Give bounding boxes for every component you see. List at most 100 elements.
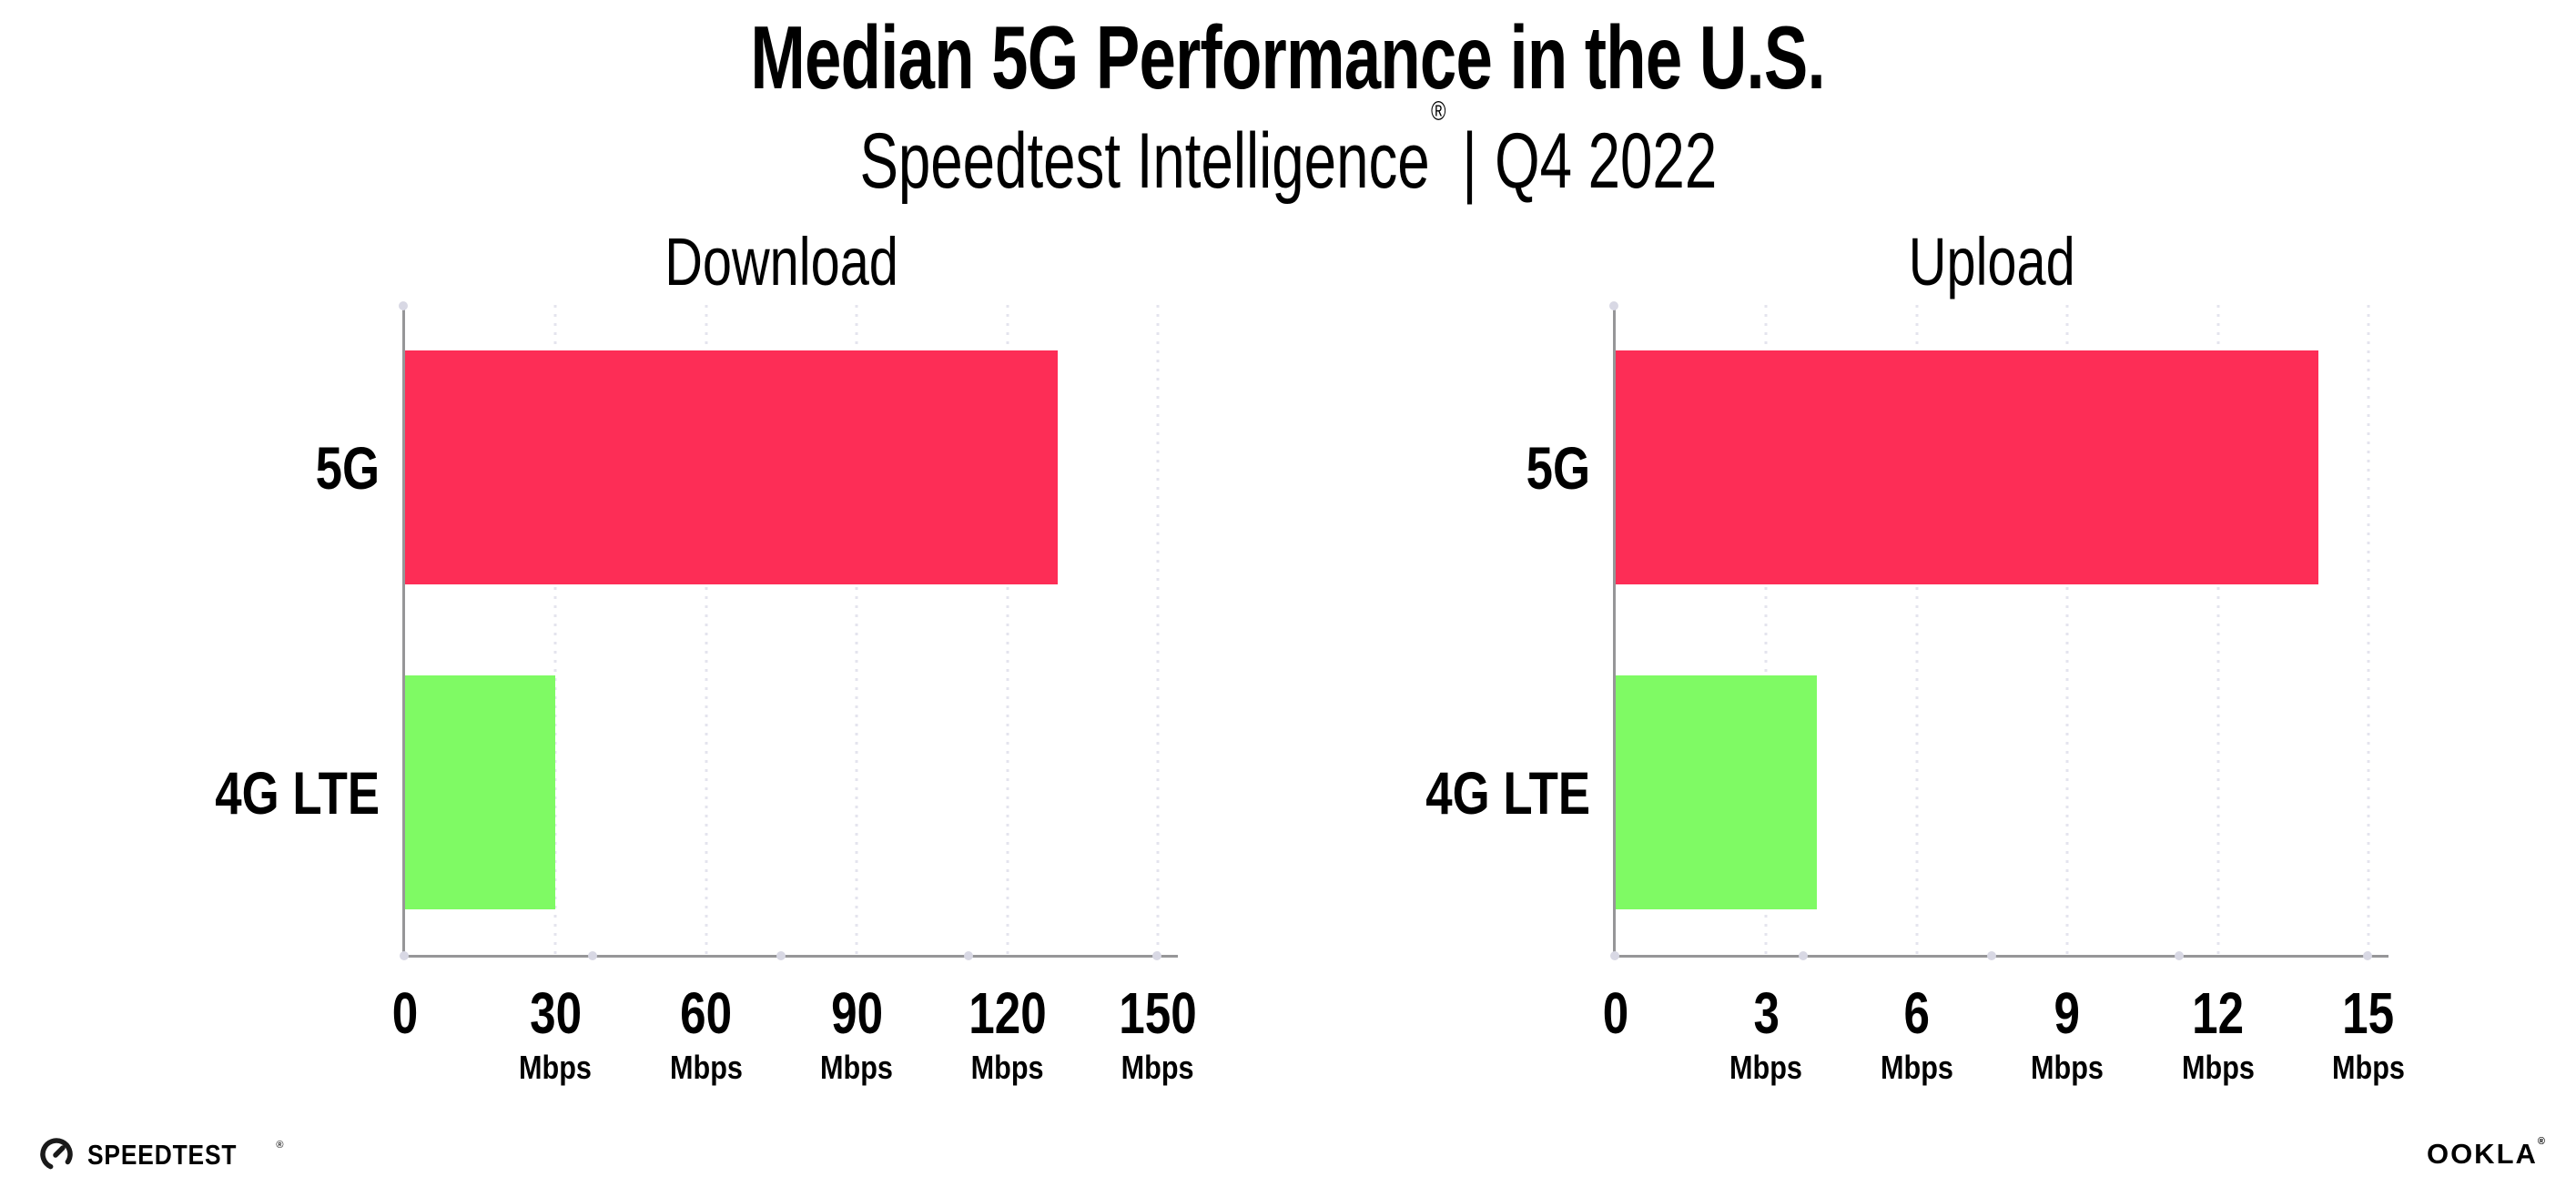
x-tick-value-text: 0 [1602,980,1629,1046]
x-tick-value-text: 6 [1903,980,1931,1046]
gridline-150-download [1156,305,1160,955]
speedtest-registered-icon: ® [276,1140,284,1151]
y-axis-top-dot [1609,301,1618,310]
x-tick-value: 12 [2175,984,2261,1042]
axis-tick-dot [400,951,409,960]
x-tick-unit-text: Mbps [1729,1049,1803,1086]
x-tick-15-upload: 15 Mbps [2326,984,2411,1084]
x-tick-value: 60 [664,984,749,1042]
gridline-90-download [855,305,858,955]
gridline-30-download [553,305,557,955]
x-tick-6-upload: 6 Mbps [1874,984,1960,1084]
x-tick-3-upload: 3 Mbps [1723,984,1809,1084]
bar-4g-lte-upload [1616,675,1817,910]
category-label-text: 4G LTE [1425,758,1590,827]
bar-4g-lte-download [405,675,556,910]
x-tick-30-download: 30 Mbps [512,984,598,1084]
x-tick-value-text: 3 [1753,980,1780,1046]
x-tick-value: 150 [1110,984,1207,1042]
axis-tick-dot [964,951,974,960]
registered-trademark-icon: ® [1430,96,1446,127]
subtitle-text: Speedtest Intelligence®| Q4 2022 [859,98,1717,200]
x-tick-unit-text: Mbps [2181,1049,2255,1086]
category-label-5g-upload: 5G [1510,438,1590,498]
bar-row-5g-download [405,305,1158,630]
x-tick-120-download: 120 Mbps [958,984,1056,1084]
x-tick-unit-text: Mbps [2031,1049,2104,1086]
chart-header: Median 5G Performance in the U.S. Speedt… [0,13,2576,200]
speedtest-logo: SPEEDTEST ® [38,1136,283,1172]
ookla-wordmark: OOKLA [2426,1138,2538,1170]
subtitle: Speedtest Intelligence®| Q4 2022 [0,98,2576,200]
chart-title-download: Download [405,228,1158,296]
x-tick-value: 30 [512,984,598,1042]
x-tick-unit-text: Mbps [669,1049,743,1086]
gridline-6-upload [1915,305,1919,955]
bar-row-4g-lte-upload [1616,630,2368,955]
x-tick-value-text: 150 [1119,980,1197,1046]
x-tick-unit: Mbps [2326,1051,2411,1084]
axis-tick-dot [1986,951,1996,960]
axis-tick-dot [587,951,597,960]
x-tick-value-text: 9 [2054,980,2081,1046]
x-tick-unit-text: Mbps [519,1049,593,1086]
ookla-registered-icon: ® [2537,1135,2547,1147]
axis-tick-dot [2175,951,2185,960]
x-tick-value-text: 15 [2342,980,2395,1046]
download-plot-area: Download 0 30 Mbps 60 Mbps 90 Mbps 120 Mbps 150 Mb… [215,228,1197,1084]
gridline-15-upload [2367,305,2370,955]
axis-tick-dot [776,951,786,960]
x-tick-150-download: 150 Mbps [1110,984,1207,1084]
category-label-text: 5G [315,433,380,502]
x-tick-unit-text: Mbps [1880,1049,1953,1086]
x-tick-unit: Mbps [2175,1051,2261,1084]
category-label-4g-lte-upload: 4G LTE [1384,763,1590,823]
category-label-text: 4G LTE [215,758,380,827]
main-title: Median 5G Performance in the U.S. [0,13,2576,102]
x-tick-unit: Mbps [1723,1051,1809,1084]
gridline-120-download [1006,305,1009,955]
bar-5g-upload [1616,350,2318,585]
x-tick-unit: Mbps [1110,1051,1207,1084]
x-tick-value: 15 [2326,984,2411,1042]
chart-title-upload-text: Upload [1909,224,2075,299]
gridline-60-download [705,305,708,955]
x-tick-value-text: 60 [680,980,733,1046]
bar-5g-download [405,350,1058,585]
x-tick-value: 6 [1874,984,1960,1042]
x-tick-value: 90 [814,984,899,1042]
chart-title-download-text: Download [664,224,898,299]
x-tick-9-upload: 9 Mbps [2024,984,2110,1084]
x-tick-unit: Mbps [958,1051,1056,1084]
x-tick-value-text: 0 [391,980,419,1046]
main-title-text: Median 5G Performance in the U.S. [750,7,1826,107]
ookla-logo: OOKLA® [2426,1136,2547,1170]
x-tick-60-download: 60 Mbps [664,984,749,1084]
gridline-3-upload [1764,305,1768,955]
x-tick-unit: Mbps [814,1051,899,1084]
x-axis-extension-download [1158,955,1178,958]
speedtest-gauge-icon [38,1136,75,1172]
x-tick-90-download: 90 Mbps [814,984,899,1084]
x-tick-value-text: 12 [2192,980,2245,1046]
x-tick-0-download: 0 [389,984,421,1042]
x-tick-value: 120 [958,984,1056,1042]
x-tick-value-text: 90 [830,980,883,1046]
upload-plot-area: Upload 0 3 Mbps 6 Mbps 9 Mbps 12 Mbps 15 Mbps 5G 4G … [1425,228,2405,1084]
x-tick-value: 0 [1599,984,1632,1042]
x-tick-unit-text: Mbps [2332,1049,2405,1086]
x-tick-value-text: 120 [968,980,1047,1046]
x-tick-unit-text: Mbps [1121,1049,1194,1086]
bar-row-4g-lte-download [405,630,1158,955]
speedtest-wordmark: SPEEDTEST [87,1141,263,1169]
x-tick-unit: Mbps [664,1051,749,1084]
subtitle-separator: | [1461,117,1477,205]
x-tick-value: 3 [1723,984,1809,1042]
x-tick-0-upload: 0 [1599,984,1632,1042]
gridline-12-upload [2216,305,2220,955]
x-tick-unit-text: Mbps [970,1049,1044,1086]
x-tick-unit-text: Mbps [820,1049,894,1086]
x-tick-unit: Mbps [1874,1051,1960,1084]
x-axis-extension-upload [2368,955,2388,958]
